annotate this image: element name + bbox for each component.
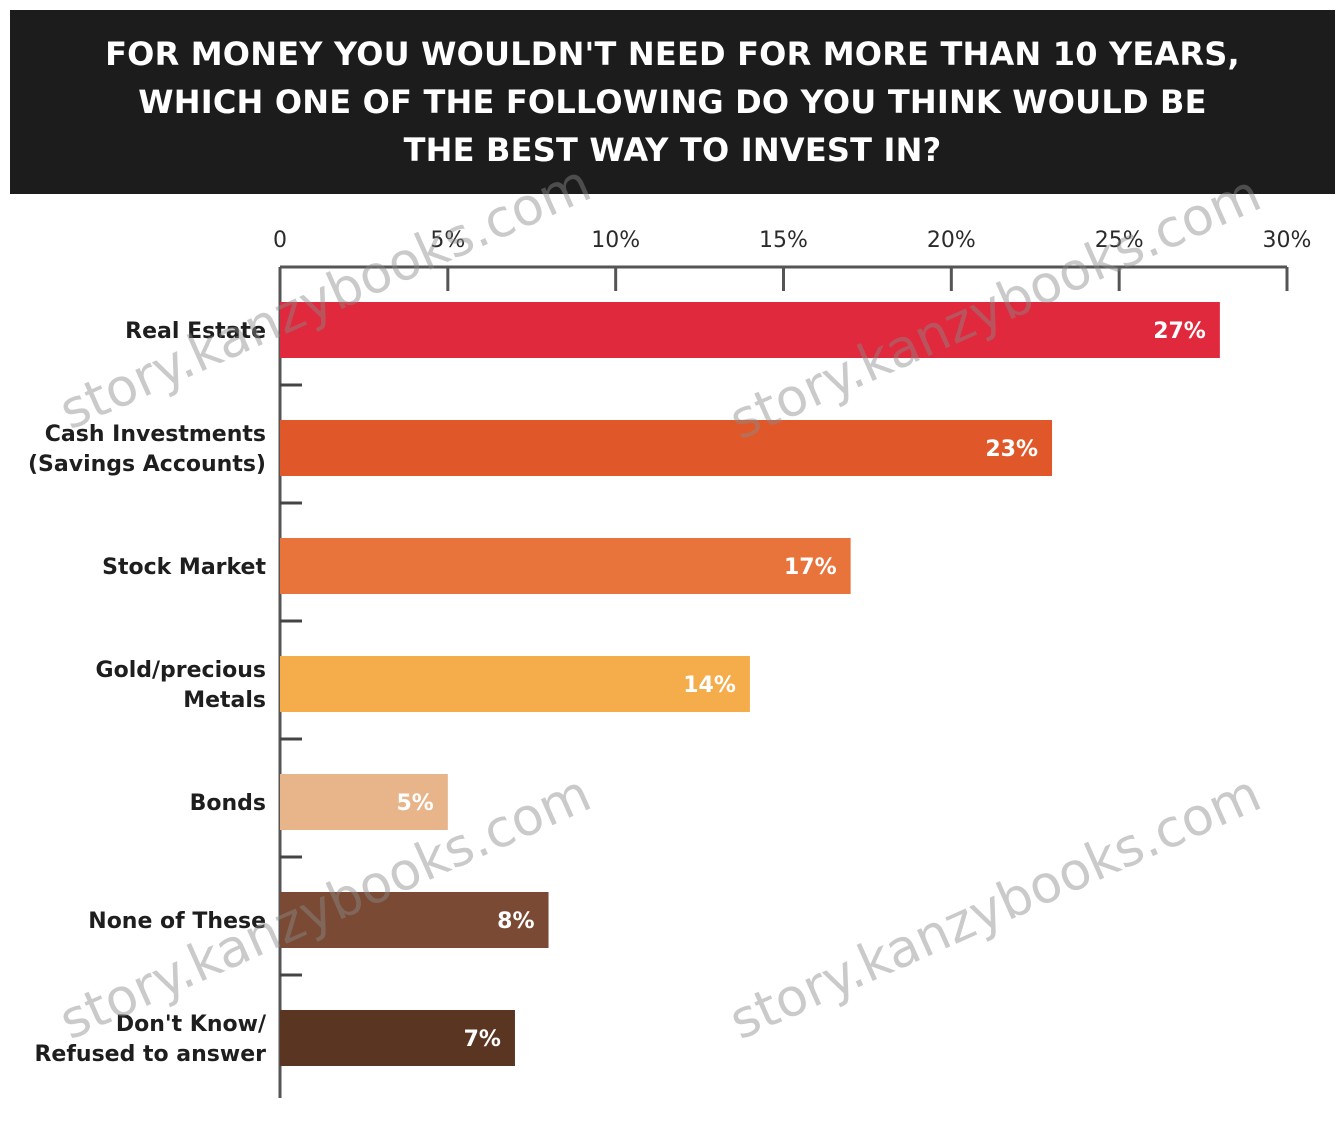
watermark-layer: story.kanzybooks.com story.kanzybooks.com… <box>51 154 1270 1052</box>
bar-value-label: 8% <box>497 909 534 934</box>
labels-layer: 27% Real Estate 23% Cash Investments (Saving… <box>28 319 1206 1067</box>
bar <box>280 656 750 712</box>
x-tick-label: 10% <box>591 228 640 253</box>
bar <box>280 1010 515 1066</box>
category-label: None of These <box>88 909 266 934</box>
bar-value-label: 14% <box>683 673 736 698</box>
bar <box>280 420 1053 476</box>
title-banner: FOR MONEY YOU WOULDN'T NEED FOR MORE THA… <box>10 10 1335 194</box>
bar-value-label: 27% <box>1153 319 1206 344</box>
category-label: Refused to answer <box>34 1042 266 1067</box>
bar-value-label: 23% <box>985 437 1038 462</box>
x-tick-label: 15% <box>759 228 808 253</box>
category-label: Bonds <box>190 791 266 816</box>
bars-layer <box>280 302 1220 1066</box>
x-tick-label: 20% <box>927 228 976 253</box>
category-label: Cash Investments <box>45 422 266 447</box>
category-label: (Savings Accounts) <box>28 452 266 477</box>
bar-value-label: 17% <box>784 555 837 580</box>
bar <box>280 302 1220 358</box>
x-tick-label: 25% <box>1095 228 1144 253</box>
bar <box>280 892 549 948</box>
watermark-text: story.kanzybooks.com <box>51 154 600 442</box>
title-line-1: FOR MONEY YOU WOULDN'T NEED FOR MORE THA… <box>105 35 1240 73</box>
category-label: Real Estate <box>125 319 266 344</box>
title-line-3: THE BEST WAY TO INVEST IN? <box>403 131 942 169</box>
category-label: Gold/precious <box>96 658 266 683</box>
title-line-2: WHICH ONE OF THE FOLLOWING DO YOU THINK … <box>138 83 1207 121</box>
x-tick-label: 5% <box>430 228 465 253</box>
category-label: Don't Know/ <box>116 1012 267 1037</box>
category-label: Stock Market <box>102 555 266 580</box>
category-label: Metals <box>183 688 266 713</box>
bar-value-label: 7% <box>464 1027 501 1052</box>
watermark-text: story.kanzybooks.com <box>721 764 1270 1052</box>
bar <box>280 774 448 830</box>
bar <box>280 538 851 594</box>
x-tick-label: 0 <box>273 228 287 253</box>
bar-value-label: 5% <box>396 791 433 816</box>
x-tick-label: 30% <box>1263 228 1312 253</box>
